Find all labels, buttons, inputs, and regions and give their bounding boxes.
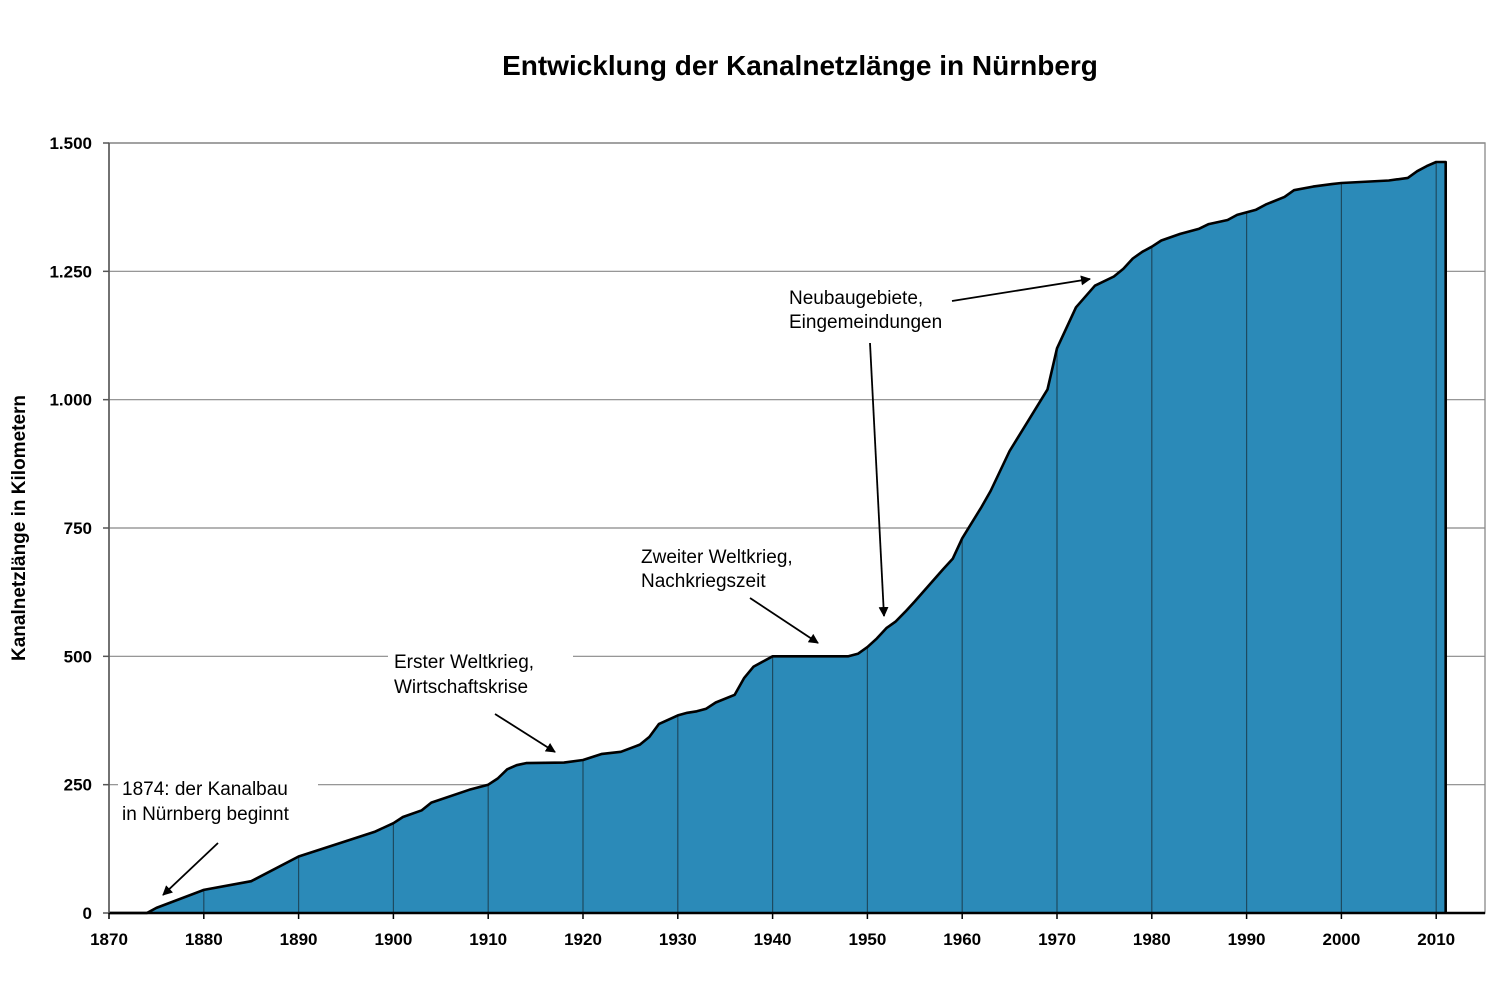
x-tick-label: 1960 [943, 930, 981, 949]
annotation-background [783, 281, 953, 337]
x-tick-label: 2000 [1322, 930, 1360, 949]
arrow-icon [869, 342, 889, 617]
y-tick-label: 0 [83, 904, 92, 923]
annotation: Neubaugebiete, Eingemeindungen [783, 275, 1091, 617]
x-tick-label: 1870 [90, 930, 128, 949]
y-tick-label: 1.500 [49, 134, 92, 153]
arrow-icon [951, 275, 1091, 302]
area-fill [109, 162, 1446, 913]
annotation-background [388, 645, 573, 701]
annotation-text: Neubaugebiete, [789, 288, 923, 309]
annotation-text: Eingemeindungen [789, 312, 942, 333]
x-tick-label: 1950 [848, 930, 886, 949]
annotation-text: in Nürnberg beginnt [122, 804, 290, 825]
x-tick-label: 1980 [1133, 930, 1171, 949]
annotation-text: Wirtschaftskrise [394, 677, 528, 698]
y-tick-label: 250 [64, 776, 92, 795]
y-tick-label: 500 [64, 647, 92, 666]
y-tick-label: 1.000 [49, 391, 92, 410]
x-tick-label: 1910 [469, 930, 507, 949]
x-tick-label: 1970 [1038, 930, 1076, 949]
x-tick-label: 1880 [185, 930, 223, 949]
arrow-icon [162, 842, 219, 896]
x-tick-label: 1900 [374, 930, 412, 949]
annotation-text: Erster Weltkrieg, [394, 652, 534, 673]
x-tick-label: 1890 [280, 930, 318, 949]
annotation: Zweiter Weltkrieg, Nachkriegszeit [635, 540, 820, 644]
y-axis-label: Kanalnetzlänge in Kilometern [9, 395, 30, 661]
chart-title: Entwicklung der Kanalnetzlänge in Nürnbe… [502, 50, 1098, 81]
annotation-background [635, 540, 820, 596]
x-tick-label: 1940 [754, 930, 792, 949]
y-tick-label: 1.250 [49, 262, 92, 281]
y-tick-label: 750 [64, 519, 92, 538]
x-tick-label: 2010 [1417, 930, 1455, 949]
arrow-icon [749, 597, 819, 644]
x-tick-label: 1990 [1228, 930, 1266, 949]
annotation: Erster Weltkrieg, Wirtschaftskrise [388, 645, 573, 753]
annotation-text: Nachkriegszeit [641, 571, 766, 592]
annotation: 1874: der Kanalbau in Nürnberg beginnt [118, 772, 318, 896]
arrow-icon [494, 713, 556, 753]
x-tick-label: 1930 [659, 930, 697, 949]
annotation-background [118, 772, 318, 828]
series-line [109, 160, 1447, 915]
annotation-text: 1874: der Kanalbau [122, 779, 288, 800]
x-tick-label: 1920 [564, 930, 602, 949]
annotation-text: Zweiter Weltkrieg, [641, 547, 793, 568]
